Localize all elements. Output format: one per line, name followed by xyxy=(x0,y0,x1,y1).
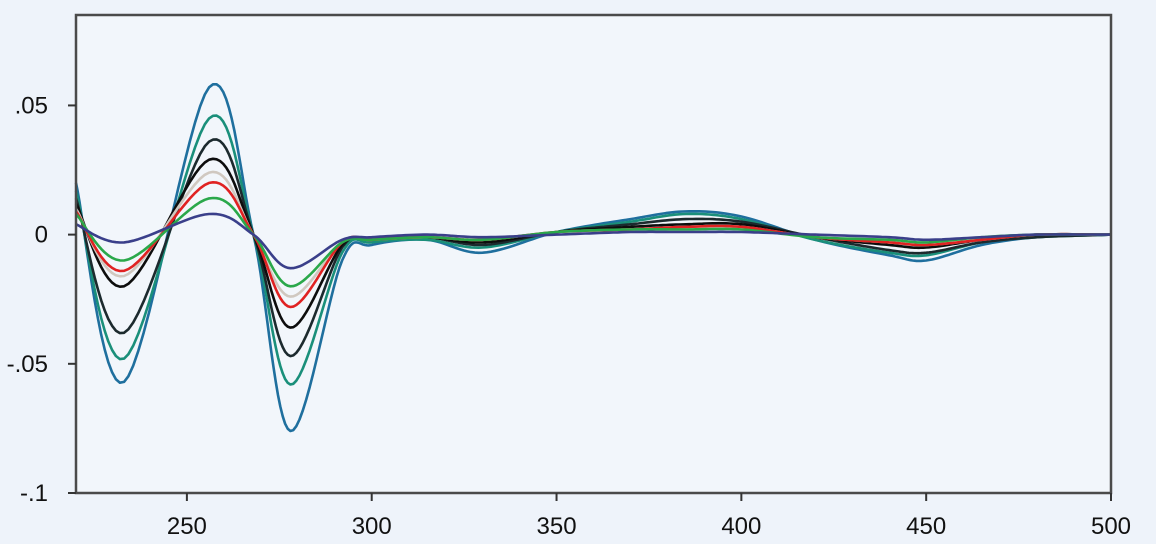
y-tick-label: -.05 xyxy=(7,351,48,378)
x-tick-label: 250 xyxy=(167,513,207,539)
series-line-8 xyxy=(75,212,1111,270)
x-tick-label: 300 xyxy=(352,513,392,539)
tick-layer: 250 300 350 400 450 500 .05 0 -.05 -.1 xyxy=(7,92,1131,540)
x-tick-label: 450 xyxy=(906,513,946,539)
y-tick-label: -.1 xyxy=(20,480,48,507)
x-tick-label: 400 xyxy=(721,513,761,539)
plot-frame xyxy=(74,13,1113,495)
x-tick-label: 350 xyxy=(537,513,577,539)
x-tick-label: 500 xyxy=(1091,513,1131,539)
y-tick-label: 0 xyxy=(35,222,48,249)
plot-area xyxy=(76,15,1111,493)
y-tick-label: .05 xyxy=(15,92,48,119)
series-layer xyxy=(74,83,1112,433)
